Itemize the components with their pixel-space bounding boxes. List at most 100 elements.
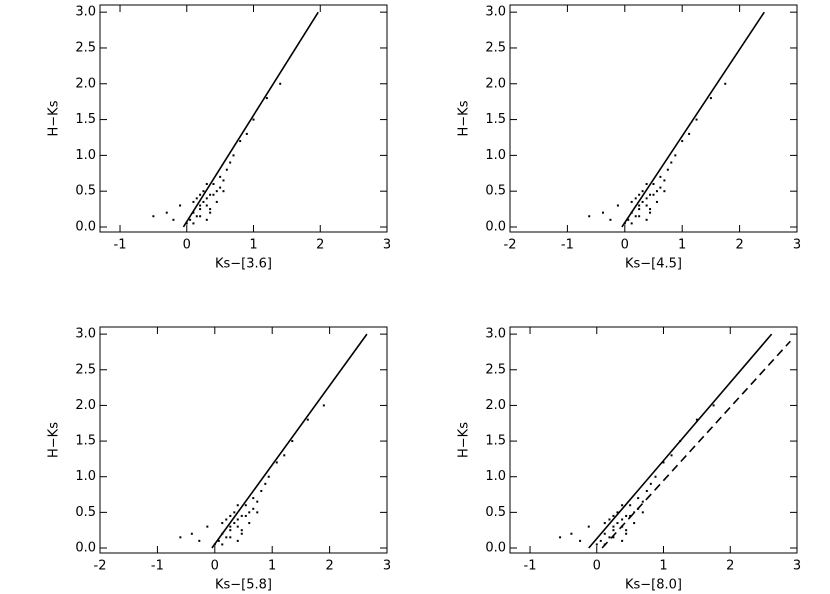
data-point bbox=[709, 97, 712, 100]
data-point bbox=[634, 215, 637, 218]
data-point bbox=[570, 532, 573, 535]
data-point bbox=[663, 179, 666, 182]
x-tick-label: -2 bbox=[94, 559, 107, 574]
data-point bbox=[609, 218, 612, 221]
data-point bbox=[627, 218, 630, 221]
data-point bbox=[192, 200, 195, 203]
data-point bbox=[256, 511, 259, 514]
fit-line bbox=[211, 333, 368, 549]
data-point bbox=[233, 522, 236, 525]
data-point bbox=[217, 539, 220, 542]
y-tick-label: 1.0 bbox=[75, 148, 96, 163]
data-point bbox=[212, 193, 215, 196]
data-point bbox=[225, 518, 228, 521]
data-point bbox=[649, 482, 652, 485]
y-tick-label: 2.0 bbox=[75, 398, 96, 413]
data-point bbox=[712, 404, 715, 407]
data-point bbox=[291, 440, 294, 443]
data-point bbox=[209, 208, 212, 211]
x-tick-label: -1 bbox=[524, 559, 537, 574]
y-tick-label: 0.5 bbox=[485, 505, 506, 520]
y-tick-label: 2.0 bbox=[485, 76, 506, 91]
y-tick-label: 3.0 bbox=[485, 327, 506, 342]
y-axis-title: H−Ks bbox=[457, 100, 472, 136]
y-tick-label: 1.5 bbox=[485, 112, 506, 127]
data-point bbox=[279, 82, 282, 85]
data-point bbox=[252, 497, 255, 500]
data-point bbox=[190, 532, 193, 535]
data-point bbox=[612, 536, 615, 539]
data-point bbox=[612, 525, 615, 528]
data-point bbox=[205, 218, 208, 221]
data-point bbox=[608, 536, 611, 539]
data-point bbox=[659, 186, 662, 189]
data-point bbox=[283, 454, 286, 457]
data-point bbox=[621, 518, 624, 521]
data-point bbox=[219, 186, 222, 189]
y-tick-label: 2.5 bbox=[75, 362, 96, 377]
data-point bbox=[229, 525, 232, 528]
data-point bbox=[209, 193, 212, 196]
data-point bbox=[629, 504, 632, 507]
data-point bbox=[229, 161, 232, 164]
data-point bbox=[649, 193, 652, 196]
data-point bbox=[633, 522, 636, 525]
data-point bbox=[603, 532, 606, 535]
x-tick-label: -1 bbox=[151, 559, 164, 574]
data-point bbox=[655, 190, 658, 193]
x-tick-label: 2 bbox=[316, 238, 324, 253]
x-tick-label: 1 bbox=[268, 559, 276, 574]
data-point bbox=[625, 532, 628, 535]
data-point bbox=[232, 154, 235, 157]
data-point bbox=[616, 522, 619, 525]
x-tick-label: 1 bbox=[678, 238, 686, 253]
y-axis-title: H−Ks bbox=[457, 422, 472, 458]
data-point bbox=[215, 190, 218, 193]
data-point bbox=[638, 193, 641, 196]
data-point bbox=[645, 183, 648, 186]
y-tick-label: 0.5 bbox=[75, 184, 96, 199]
data-point bbox=[221, 543, 224, 546]
data-point bbox=[616, 204, 619, 207]
data-point bbox=[252, 507, 255, 510]
y-tick-label: 1.0 bbox=[75, 469, 96, 484]
plot-frame bbox=[99, 4, 388, 233]
data-point bbox=[189, 218, 192, 221]
y-axis-title: H−Ks bbox=[47, 100, 62, 136]
x-tick-label: 3 bbox=[383, 238, 391, 253]
data-point bbox=[637, 497, 640, 500]
x-tick-label: 0 bbox=[593, 559, 601, 574]
data-point bbox=[695, 118, 698, 121]
data-point bbox=[724, 82, 727, 85]
data-point bbox=[229, 514, 232, 517]
data-point bbox=[222, 190, 225, 193]
data-point bbox=[179, 536, 182, 539]
data-point bbox=[225, 168, 228, 171]
data-point bbox=[206, 525, 209, 528]
x-tick-label: 1 bbox=[659, 559, 667, 574]
plot-frame bbox=[509, 326, 798, 554]
data-point bbox=[240, 532, 243, 535]
data-point bbox=[645, 197, 648, 200]
data-point bbox=[645, 204, 648, 207]
data-point bbox=[199, 193, 202, 196]
data-point bbox=[666, 168, 669, 171]
data-point bbox=[205, 183, 208, 186]
y-tick-label: 0.5 bbox=[75, 505, 96, 520]
data-point bbox=[654, 475, 657, 478]
y-tick-label: 1.5 bbox=[485, 434, 506, 449]
data-point bbox=[212, 183, 215, 186]
x-tick-label: 1 bbox=[249, 238, 257, 253]
data-point bbox=[608, 518, 611, 521]
data-point bbox=[659, 175, 662, 178]
data-point bbox=[681, 140, 684, 143]
data-point bbox=[579, 539, 582, 542]
x-tick-label: -2 bbox=[504, 238, 517, 253]
data-point bbox=[587, 525, 590, 528]
y-tick-label: 2.5 bbox=[485, 40, 506, 55]
data-point bbox=[236, 504, 239, 507]
data-point bbox=[306, 418, 309, 421]
y-tick-label: 1.0 bbox=[485, 148, 506, 163]
data-point bbox=[603, 522, 606, 525]
